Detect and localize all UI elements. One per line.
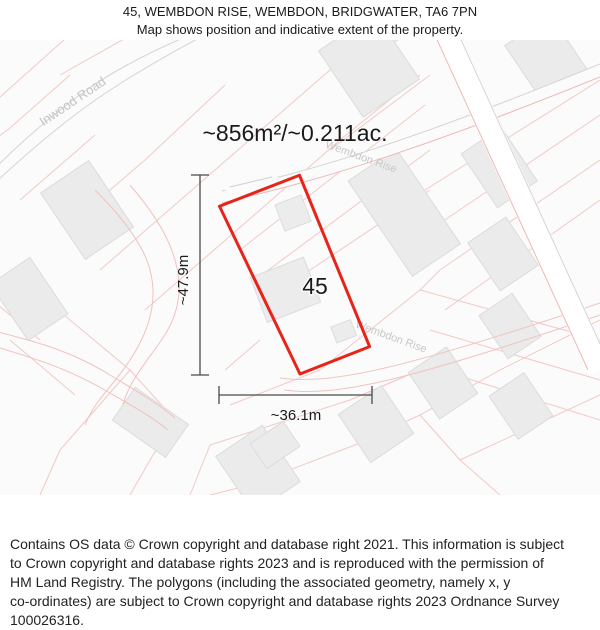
svg-text:~856m²/~0.211ac.: ~856m²/~0.211ac. bbox=[203, 120, 388, 146]
svg-text:45: 45 bbox=[302, 273, 328, 299]
svg-text:~47.9m: ~47.9m bbox=[175, 255, 192, 305]
svg-text:~36.1m: ~36.1m bbox=[271, 407, 321, 424]
